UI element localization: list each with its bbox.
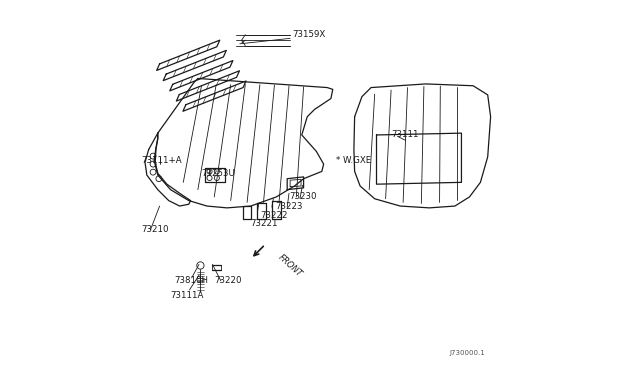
Text: 73810H: 73810H <box>174 276 208 285</box>
Text: 73111A: 73111A <box>170 291 204 300</box>
Text: 73221: 73221 <box>251 219 278 228</box>
Text: 73253U: 73253U <box>202 169 236 178</box>
Text: 73111: 73111 <box>391 131 419 140</box>
Text: 73220: 73220 <box>214 276 242 285</box>
Text: 73222: 73222 <box>260 211 287 219</box>
Text: * W.GXE: * W.GXE <box>337 156 372 165</box>
Text: FRONT: FRONT <box>276 253 303 279</box>
Text: 73210: 73210 <box>141 225 169 234</box>
Text: 73159X: 73159X <box>292 30 326 39</box>
Text: 73111+A: 73111+A <box>141 156 182 165</box>
Text: J730000.1: J730000.1 <box>449 350 485 356</box>
Text: 73223: 73223 <box>276 202 303 211</box>
Text: 73230: 73230 <box>289 192 317 201</box>
